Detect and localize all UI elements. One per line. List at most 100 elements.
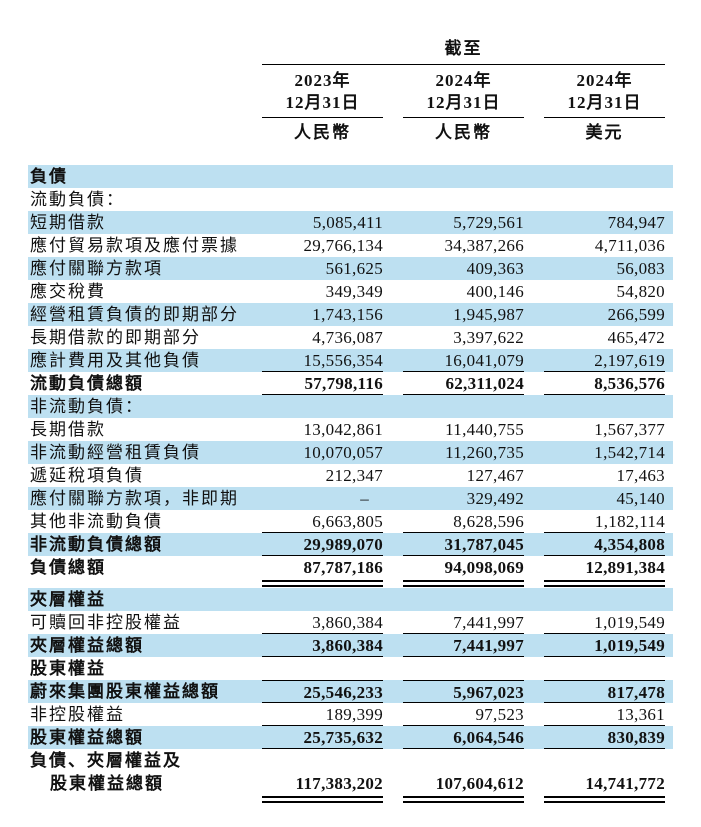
table-row: 負債 xyxy=(28,165,673,188)
value-cell-2024-usd: 4,711,036 xyxy=(594,236,665,255)
value-cell-2024-rmb: 127,467 xyxy=(466,466,524,485)
value-cell-2023-rmb: 561,625 xyxy=(325,259,383,278)
grand-total-rule-row xyxy=(28,795,673,804)
row-label: 短期借款 xyxy=(30,213,106,232)
table-row: 夾層權益總額 3,860,384 7,441,997 1,019,549 xyxy=(28,634,673,657)
table-row: 可贖回非控股權益 3,860,384 7,441,997 1,019,549 xyxy=(28,611,673,634)
row-label: 非流動經營租賃負債 xyxy=(30,443,201,462)
value-cell-2023-rmb: 57,798,116 xyxy=(250,372,391,395)
table-row: 非流動負債總額 29,989,070 31,787,045 4,354,808 xyxy=(28,533,673,556)
table-row: 遞延稅項負債 212,347 127,467 17,463 xyxy=(28,464,673,487)
value-cell-2024-rmb: 5,729,561 xyxy=(453,213,524,232)
table-row: 流動負債： xyxy=(28,188,673,211)
value-cell-2024-rmb: 11,440,755 xyxy=(445,420,524,439)
value-cell-2024-usd: 830,839 xyxy=(532,726,673,749)
table-row: 負債總額 87,787,186 94,098,069 12,891,384 xyxy=(28,556,673,579)
double-rule xyxy=(262,796,383,803)
table-row: 非控股權益 189,399 97,523 13,361 xyxy=(28,703,673,726)
value-cell-2024-rmb: 329,492 xyxy=(466,489,524,508)
value-cell-2023-rmb: 349,349 xyxy=(325,282,383,301)
double-rule xyxy=(544,580,665,587)
value-cell-2023-rmb: 87,787,186 xyxy=(303,558,383,577)
column-header-2023-rmb: 2023年 12月31日 xyxy=(250,70,391,118)
table-row: 短期借款 5,085,411 5,729,561 784,947 xyxy=(28,211,673,234)
value-cell-2023-rmb: 25,546,233 xyxy=(250,680,391,703)
value-cell-2024-usd: 12,891,384 xyxy=(585,558,665,577)
row-label: 應計費用及其他負債 xyxy=(30,351,201,370)
currency-row: 人民幣 人民幣 美元 xyxy=(28,122,673,144)
value-cell-2023-rmb: 15,556,354 xyxy=(250,349,391,372)
value-cell-2024-usd: 1,567,377 xyxy=(594,420,665,439)
column-header-2024-usd: 2024年 12月31日 xyxy=(532,70,673,118)
double-rule xyxy=(544,796,665,803)
currency-label: 人民幣 xyxy=(294,123,351,142)
column-header-row: 2023年 12月31日 2024年 12月31日 2024年 12月31日 xyxy=(28,70,673,118)
value-cell-2024-usd: 8,536,576 xyxy=(532,372,673,395)
table-row: 應付關聯方款項，非即期 – 329,492 45,140 xyxy=(28,487,673,510)
value-cell-2024-rmb: 409,363 xyxy=(466,259,524,278)
row-label: 遞延稅項負債 xyxy=(30,466,144,485)
value-cell-2024-rmb: 31,787,045 xyxy=(391,533,532,556)
value-cell-2024-usd: 54,820 xyxy=(616,282,665,301)
row-label: 股東權益 xyxy=(30,659,106,678)
value-cell-2024-usd: 1,019,549 xyxy=(532,634,673,657)
row-label: 流動負債總額 xyxy=(30,374,144,393)
value-cell-2024-rmb xyxy=(391,588,532,611)
row-label: 負債 xyxy=(30,167,68,186)
value-cell-2024-rmb: 94,098,069 xyxy=(444,558,524,577)
table-header: 截至 2023年 12月31日 2024年 12月31日 2024年 1 xyxy=(28,38,673,144)
value-cell-2023-rmb: 1,743,156 xyxy=(312,305,383,324)
table-row: 長期借款 13,042,861 11,440,755 1,567,377 xyxy=(28,418,673,441)
value-cell-2023-rmb: 29,766,134 xyxy=(303,236,383,255)
value-cell-2024-usd: 266,599 xyxy=(607,305,665,324)
value-cell-2023-rmb xyxy=(250,188,391,211)
table-row: 應交稅費 349,349 400,146 54,820 xyxy=(28,280,673,303)
value-cell-2024-usd xyxy=(532,588,673,611)
table-row: 流動負債總額 57,798,116 62,311,024 8,536,576 xyxy=(28,372,673,395)
value-cell-2023-rmb: 117,383,202 xyxy=(295,774,383,793)
value-cell-2024-usd: 14,741,772 xyxy=(585,774,665,793)
value-cell-2024-usd: 17,463 xyxy=(616,466,665,485)
value-cell-2024-rmb: 3,397,622 xyxy=(453,328,524,347)
table-row: 股東權益 xyxy=(28,657,673,680)
value-cell-2024-usd: 465,472 xyxy=(607,328,665,347)
value-cell-2024-rmb: 5,967,023 xyxy=(391,680,532,703)
table-row: 非流動經營租賃負債 10,070,057 11,260,735 1,542,71… xyxy=(28,441,673,464)
value-cell-2023-rmb: 3,860,384 xyxy=(250,611,391,634)
row-label: 股東權益總額 xyxy=(30,728,144,747)
value-cell-2024-usd: 13,361 xyxy=(532,703,673,726)
table-row: 經營租賃負債的即期部分 1,743,156 1,945,987 266,599 xyxy=(28,303,673,326)
double-rule xyxy=(403,580,524,587)
row-label: 可贖回非控股權益 xyxy=(30,613,182,632)
value-cell-2024-usd: 1,019,549 xyxy=(532,611,673,634)
value-cell-2024-usd: 817,478 xyxy=(532,680,673,703)
row-label: 非控股權益 xyxy=(30,705,125,724)
as-of-heading: 截至 xyxy=(262,38,665,65)
table-row: 夾層權益 xyxy=(28,588,673,611)
as-of-row: 截至 xyxy=(28,38,673,65)
value-cell-2023-rmb: 212,347 xyxy=(325,466,383,485)
value-cell-2024-usd xyxy=(532,188,673,211)
row-label: 負債、夾層權益及 股東權益總額 xyxy=(30,751,182,793)
double-rule xyxy=(262,580,383,587)
value-cell-2024-rmb: 97,523 xyxy=(391,703,532,726)
value-cell-2024-rmb: 6,064,546 xyxy=(391,726,532,749)
value-cell-2023-rmb xyxy=(250,165,391,188)
value-cell-2024-rmb: 7,441,997 xyxy=(391,634,532,657)
value-cell-2023-rmb: 4,736,087 xyxy=(312,328,383,347)
value-cell-2024-rmb: 16,041,079 xyxy=(391,349,532,372)
row-label: 蔚來集團股東權益總額 xyxy=(30,682,220,701)
value-cell-2024-usd xyxy=(532,165,673,188)
value-cell-2023-rmb: 6,663,805 xyxy=(250,510,391,533)
row-label: 長期借款的即期部分 xyxy=(30,328,201,347)
currency-label: 人民幣 xyxy=(435,123,492,142)
table-row: 負債、夾層權益及 股東權益總額 117,383,202 107,604,612 … xyxy=(28,749,673,795)
value-cell-2024-rmb xyxy=(391,165,532,188)
value-cell-2024-rmb xyxy=(391,657,532,680)
value-cell-2024-rmb: 62,311,024 xyxy=(391,372,532,395)
value-cell-2024-usd: 4,354,808 xyxy=(532,533,673,556)
column-year: 2023年 xyxy=(294,71,351,90)
value-cell-2024-rmb: 400,146 xyxy=(466,282,524,301)
table-row: 非流動負債： xyxy=(28,395,673,418)
column-date: 12月31日 xyxy=(567,93,642,112)
